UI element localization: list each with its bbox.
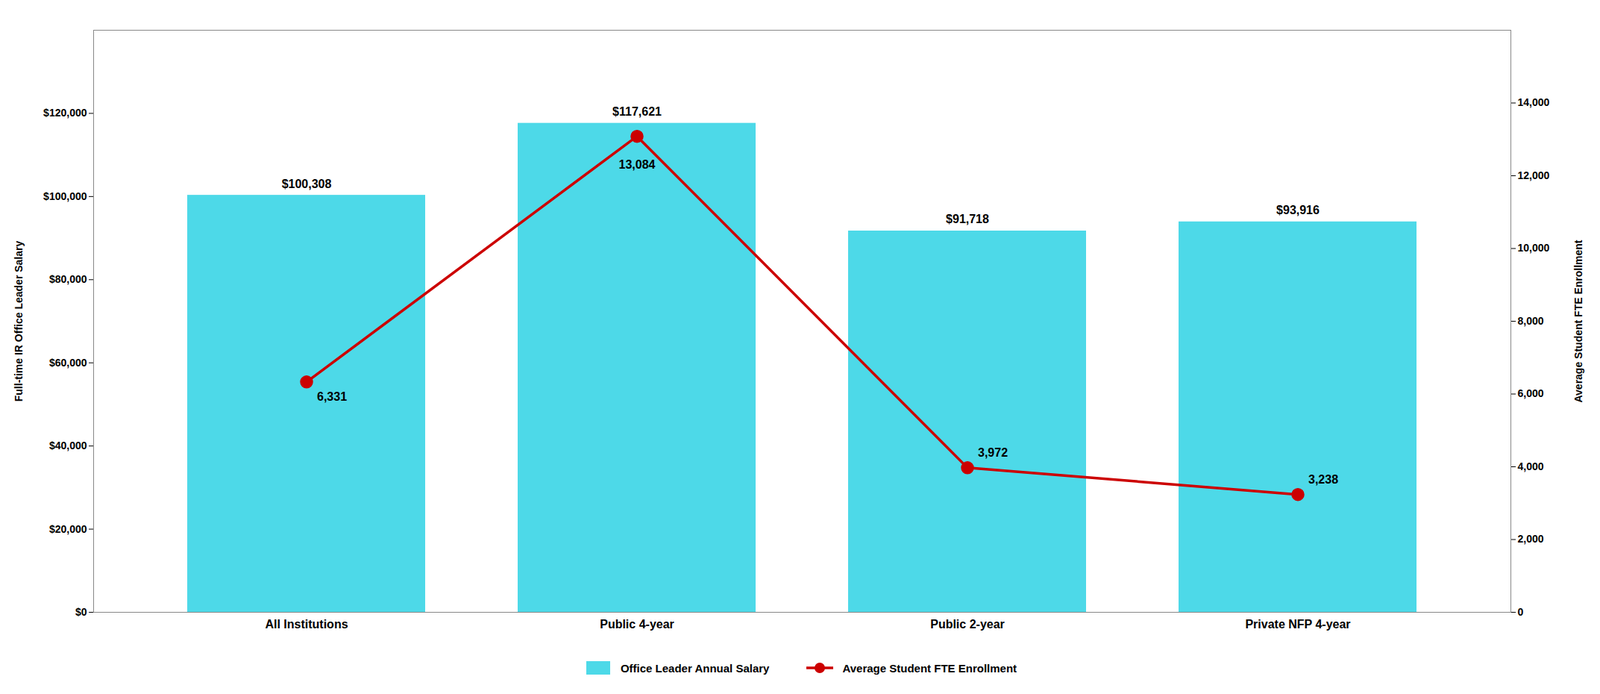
svg-text:$60,000: $60,000	[49, 356, 88, 369]
svg-text:Full-time IR Office Leader Sal: Full-time IR Office Leader Salary	[12, 240, 25, 403]
svg-text:$100,308: $100,308	[281, 177, 332, 191]
svg-text:$93,916: $93,916	[1276, 203, 1320, 217]
svg-text:$120,000: $120,000	[43, 106, 88, 119]
svg-text:14,000: 14,000	[1517, 96, 1551, 109]
svg-text:All Institutions: All Institutions	[264, 617, 348, 631]
html-text:Average Student FTE Enrollment: Average Student FTE Enrollment	[842, 661, 1017, 674]
svg-text:12,000: 12,000	[1517, 169, 1551, 182]
svg-text:$0: $0	[75, 605, 88, 618]
svg-text:8,000: 8,000	[1517, 314, 1545, 327]
svg-text:2,000: 2,000	[1517, 532, 1545, 545]
svg-text:Private NFP 4-year: Private NFP 4-year	[1244, 617, 1351, 631]
svg-text:$117,621: $117,621	[612, 105, 662, 118]
svg-text:10,000: 10,000	[1517, 241, 1551, 254]
svg-text:$20,000: $20,000	[49, 522, 88, 535]
svg-text:Public 2-year: Public 2-year	[930, 617, 1005, 631]
svg-text:$91,718: $91,718	[945, 212, 990, 226]
svg-text:Public 4-year: Public 4-year	[599, 617, 675, 631]
svg-text:4,000: 4,000	[1517, 460, 1545, 473]
svg-text:0: 0	[1517, 605, 1524, 618]
svg-text:6,331: 6,331	[317, 390, 347, 403]
svg-text:$80,000: $80,000	[49, 273, 88, 285]
svg-text:6,000: 6,000	[1517, 387, 1545, 400]
svg-text:3,238: 3,238	[1308, 472, 1339, 486]
svg-text:$100,000: $100,000	[43, 190, 88, 203]
svg-text:Average Student FTE Enrollment: Average Student FTE Enrollment	[1572, 239, 1585, 403]
svg-text:$40,000: $40,000	[49, 439, 88, 452]
svg-text:13,084: 13,084	[619, 158, 656, 171]
html-text:Office Leader Annual Salary: Office Leader Annual Salary	[620, 661, 770, 674]
svg-text:3,972: 3,972	[977, 446, 1008, 459]
